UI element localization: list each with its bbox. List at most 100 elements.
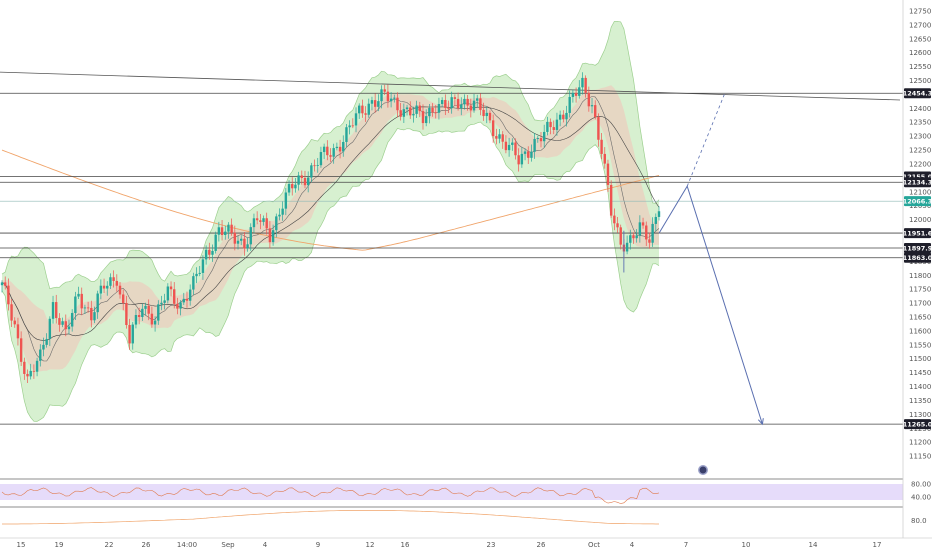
candle-body <box>265 218 268 229</box>
candle-body <box>405 107 409 110</box>
candle-body <box>542 131 546 142</box>
price-badge-label: 12066.3 <box>903 198 932 206</box>
candle-body <box>262 218 265 222</box>
x-tick-label: 4 <box>263 541 268 549</box>
alternate-projection[interactable] <box>686 93 726 187</box>
candle-body <box>431 107 434 113</box>
x-tick-label: 14 <box>809 541 818 549</box>
candle-body <box>118 285 122 295</box>
y-tick-label: 11450.0 <box>909 369 932 377</box>
candle-body <box>415 105 418 114</box>
candle-body <box>102 285 106 289</box>
x-tick-label: 26 <box>142 541 151 549</box>
y-tick-label: 12400.0 <box>909 105 932 113</box>
candle-body <box>35 360 39 372</box>
candle-body <box>125 303 128 326</box>
candle-body <box>163 300 166 303</box>
x-tick-label: Sep <box>221 541 235 549</box>
rsi-band <box>0 484 903 500</box>
candle-body <box>239 238 243 241</box>
candle-body <box>208 249 211 255</box>
candle-body <box>188 289 192 301</box>
candle-body <box>39 349 42 361</box>
candle-body <box>112 277 115 281</box>
candle-body <box>396 97 399 111</box>
candle-body <box>600 139 603 154</box>
candle-body <box>482 109 485 117</box>
oscillator-pane: 80.0 <box>2 510 927 525</box>
candle-body <box>166 286 170 301</box>
candle-body <box>530 151 533 158</box>
candle-body <box>460 104 463 109</box>
candle-body <box>476 98 479 101</box>
y-tick-label: 11650.0 <box>909 313 932 321</box>
candle-body <box>354 113 358 126</box>
candle-body <box>287 184 291 193</box>
candle-body <box>220 227 224 236</box>
candle-body <box>635 235 638 239</box>
candle-body <box>80 293 83 309</box>
x-tick-label: 12 <box>366 541 375 549</box>
candle-body <box>141 308 144 318</box>
y-tick-label: 11400.0 <box>909 383 932 391</box>
x-tick-label: 17 <box>873 541 882 549</box>
candle-body <box>48 318 52 339</box>
candle-body <box>504 141 508 151</box>
candle-body <box>558 114 562 120</box>
candle-body <box>348 125 351 128</box>
candle-body <box>402 109 406 117</box>
candle-body <box>657 211 661 217</box>
candle-body <box>176 303 179 309</box>
price-badge-label: 11951.6 <box>903 229 932 237</box>
candle-body <box>259 220 262 222</box>
candle-body <box>275 216 278 231</box>
candle-body <box>594 105 597 118</box>
candle-body <box>533 138 536 152</box>
candle-body <box>571 92 575 97</box>
inner-band-area <box>2 85 659 372</box>
candle-body <box>428 107 431 117</box>
y-tick-label: 11350.0 <box>909 397 932 405</box>
candle-body <box>517 155 520 165</box>
candle-body <box>252 218 256 228</box>
candle-body <box>654 216 658 224</box>
candle-body <box>552 127 555 130</box>
candle-body <box>67 326 71 330</box>
price-badge <box>904 228 931 239</box>
candle-body <box>450 97 453 109</box>
candle-body <box>297 175 300 185</box>
candle-body <box>434 112 437 114</box>
candle-body <box>335 146 339 149</box>
candle-body <box>310 165 313 178</box>
candle-body <box>58 318 61 325</box>
candle-body <box>574 92 578 96</box>
ma-long-line <box>1 149 660 251</box>
y-tick-label: 12500.0 <box>909 77 932 85</box>
x-tick-label: 10 <box>742 541 751 549</box>
price-badge-label: 12155.0 <box>903 173 932 181</box>
candle-body <box>201 259 205 273</box>
candle-body <box>568 96 571 113</box>
candle-body <box>173 289 176 304</box>
y-tick-label: 11300.0 <box>909 411 932 419</box>
candle-body <box>86 307 90 309</box>
candle-body <box>160 302 163 305</box>
candle-body <box>358 105 361 114</box>
oscillator-line <box>2 510 659 525</box>
candle-body <box>345 127 348 142</box>
candle-body <box>284 192 288 209</box>
candle-body <box>0 282 4 286</box>
candle-body <box>364 113 367 115</box>
candle-body <box>306 177 310 186</box>
candle-body <box>144 305 147 309</box>
candle-body <box>332 148 335 157</box>
candle-body <box>629 235 632 243</box>
candle-body <box>303 177 307 186</box>
candle-body <box>271 230 275 243</box>
event-marker-icon[interactable] <box>698 465 708 475</box>
x-tick-label: 9 <box>316 541 320 549</box>
candles <box>0 72 661 383</box>
candle-body <box>153 320 157 325</box>
candle-body <box>361 105 364 114</box>
